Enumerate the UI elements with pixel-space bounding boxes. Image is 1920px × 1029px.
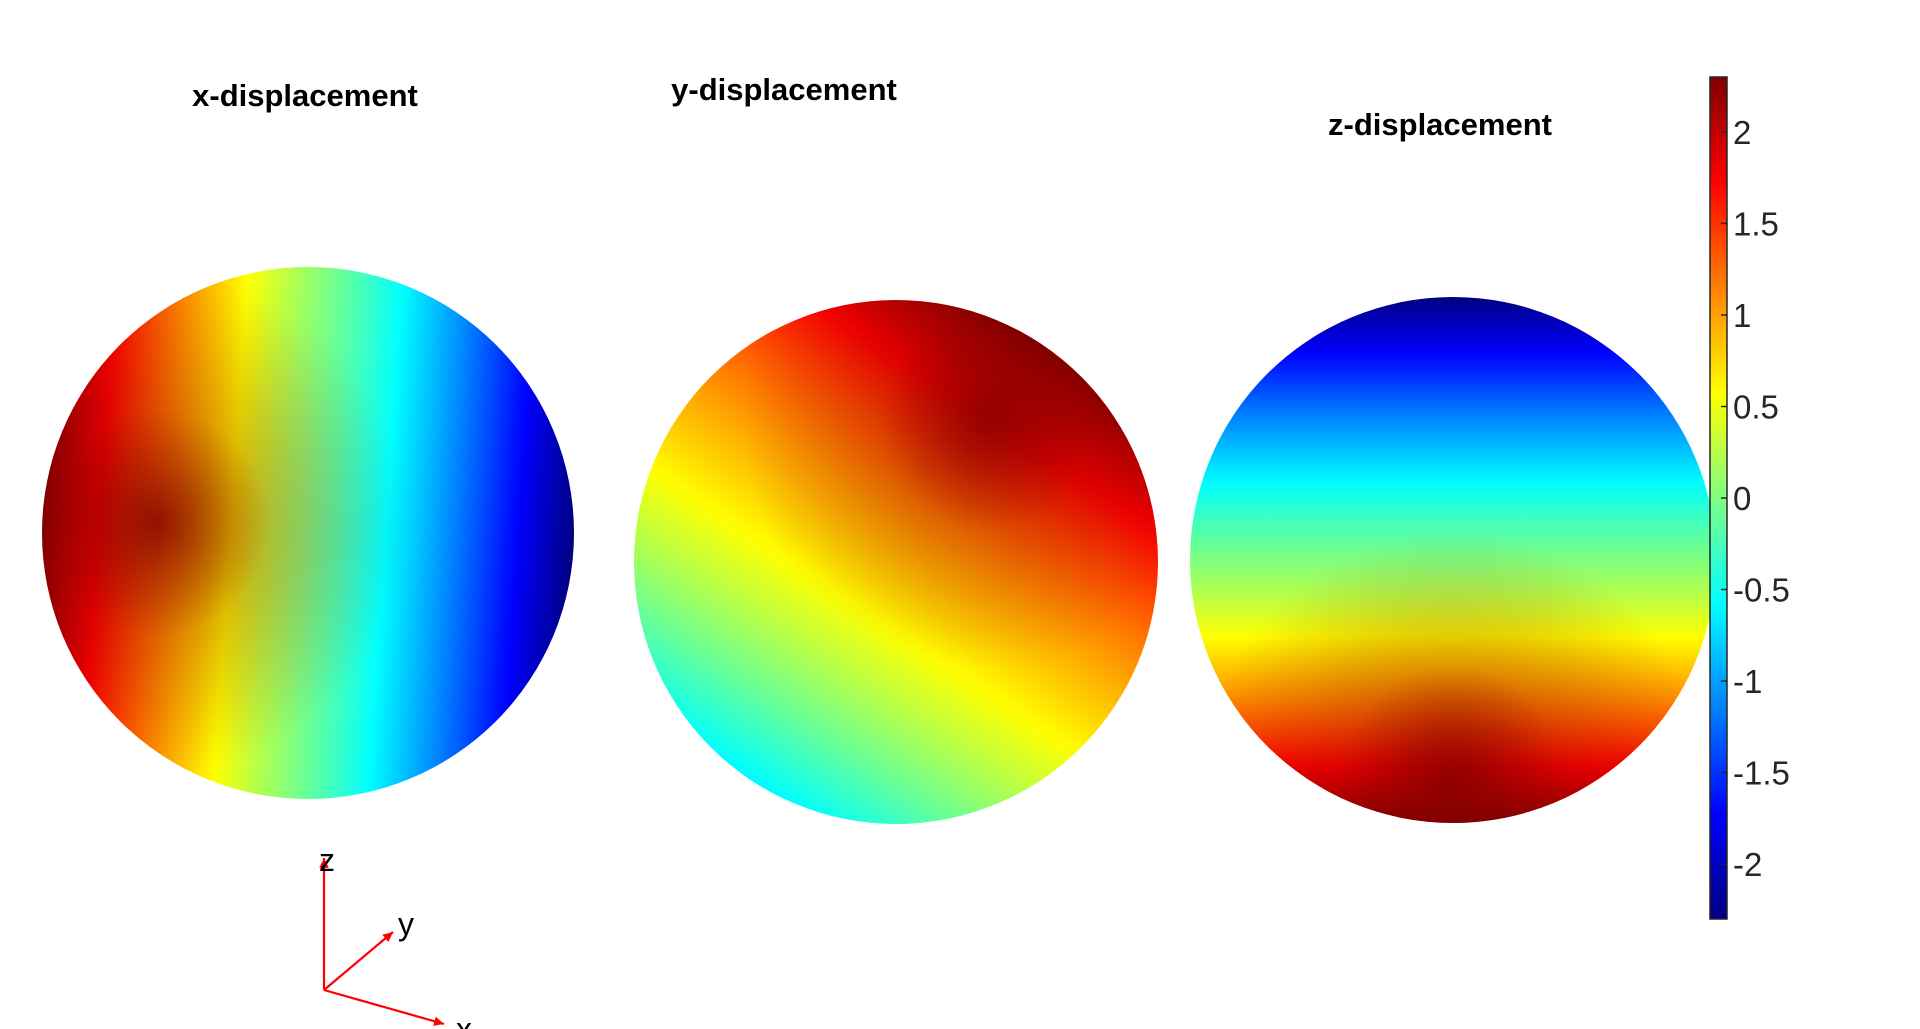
triad-axis-x-arrowhead	[433, 1016, 444, 1026]
colorbar-tick-label: -2	[1733, 846, 1762, 883]
sphere-z-displacement	[1190, 297, 1716, 823]
panel-y-displacement: y-displacement	[634, 72, 1158, 824]
panel-title-z: z-displacement	[1328, 107, 1552, 142]
colorbar-tick-label: 1	[1733, 297, 1751, 334]
panel-title-x: x-displacement	[192, 78, 418, 113]
panel-x-displacement: x-displacement	[42, 78, 574, 799]
triad-axis-z-arrowhead	[319, 858, 329, 868]
sphere-extreme-shading	[1190, 297, 1716, 823]
triad-label-y: y	[398, 906, 414, 942]
axes-triad: z y x	[319, 842, 472, 1029]
colorbar-tick-label: 0	[1733, 480, 1751, 517]
colorbar-tick-label: 0.5	[1733, 389, 1779, 426]
colorbar-tick-label: -0.5	[1733, 572, 1790, 609]
colorbar-tick-label: 1.5	[1733, 205, 1779, 242]
triad-label-z: z	[319, 842, 335, 878]
triad-label-x: x	[456, 1011, 472, 1029]
colorbar-tick-label: -1.5	[1733, 755, 1790, 792]
panel-z-displacement: z-displacement	[1190, 107, 1716, 823]
triad-axis-y	[323, 931, 394, 991]
colorbar-tick-label: -1	[1733, 663, 1762, 700]
colorbar-tick-label: 2	[1733, 114, 1751, 151]
axes-triad-lines	[319, 858, 445, 1026]
colorbar: -2 -1.5 -1 -0.5 0 0.5 1 1.5 2	[1709, 76, 1790, 920]
panel-title-y: y-displacement	[671, 72, 897, 107]
triad-axis-y-arrowhead	[382, 932, 393, 942]
sphere-extreme-shading	[634, 300, 1158, 824]
sphere-y-displacement	[634, 300, 1158, 824]
sphere-extreme-shading	[42, 267, 574, 799]
colorbar-ticks: -2 -1.5 -1 -0.5 0 0.5 1 1.5 2	[1721, 114, 1790, 883]
triad-axis-x	[323, 988, 445, 1026]
sphere-x-displacement	[42, 267, 574, 799]
